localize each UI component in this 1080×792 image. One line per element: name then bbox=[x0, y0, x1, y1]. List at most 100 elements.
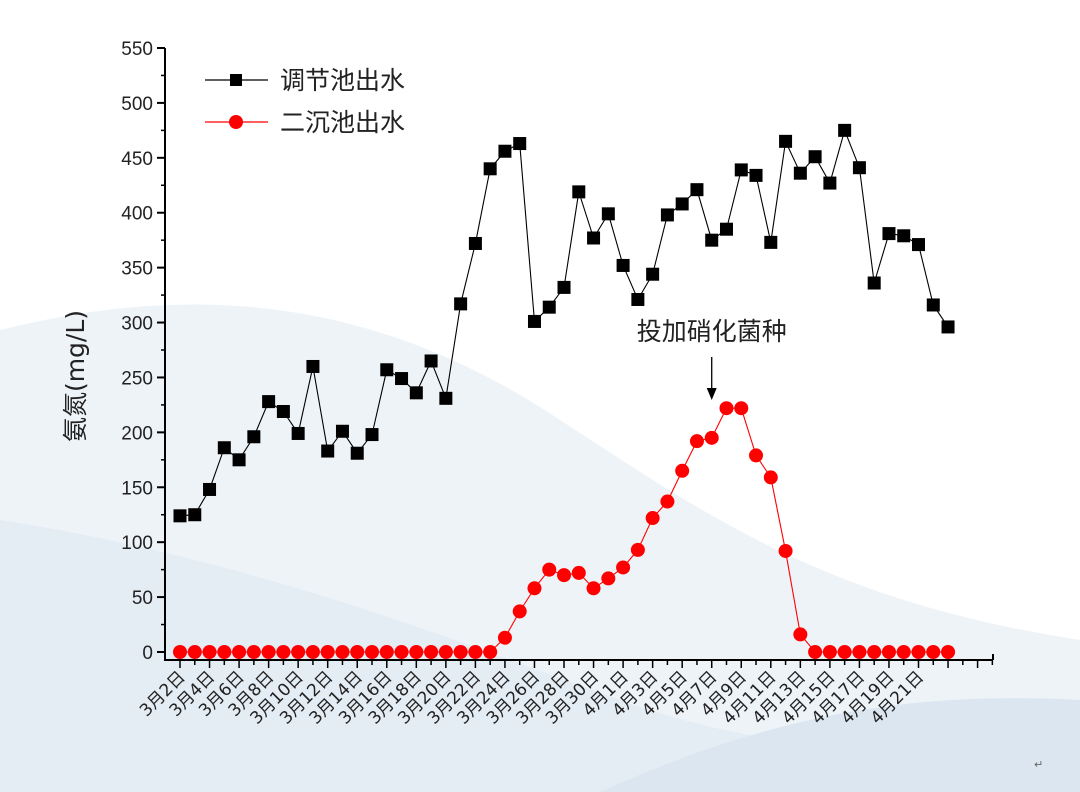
series-layer bbox=[173, 123, 956, 659]
y-tick-label: 300 bbox=[121, 314, 153, 335]
data-point-square bbox=[513, 137, 527, 151]
data-point-circle bbox=[424, 645, 439, 659]
data-point-square bbox=[675, 197, 689, 211]
data-point-circle bbox=[911, 645, 926, 659]
data-point-square bbox=[409, 386, 423, 400]
data-point-square bbox=[823, 176, 837, 190]
data-point-square bbox=[808, 150, 822, 164]
data-point-square bbox=[291, 426, 305, 440]
data-point-square bbox=[247, 430, 261, 444]
data-point-square bbox=[764, 235, 778, 249]
data-point-square bbox=[335, 424, 349, 438]
data-point-square bbox=[852, 161, 866, 175]
data-point-circle bbox=[734, 401, 749, 416]
data-point-circle bbox=[483, 645, 498, 659]
legend: 调节池出水 二沉池出水 bbox=[205, 66, 405, 137]
data-point-circle bbox=[645, 511, 660, 526]
data-point-square bbox=[838, 123, 852, 137]
data-point-circle bbox=[438, 645, 453, 659]
annotation: 投加硝化菌种 bbox=[637, 317, 787, 400]
data-point-circle bbox=[365, 645, 380, 659]
data-point-square bbox=[395, 372, 409, 386]
data-point-square bbox=[882, 227, 896, 241]
data-point-circle bbox=[202, 645, 217, 659]
data-point-square bbox=[439, 391, 453, 405]
data-point-square bbox=[380, 363, 394, 377]
data-point-square bbox=[188, 508, 202, 522]
y-tick-label: 250 bbox=[121, 368, 153, 389]
data-point-circle bbox=[675, 463, 690, 478]
data-point-circle bbox=[793, 627, 808, 642]
data-point-circle bbox=[571, 565, 586, 580]
data-point-circle bbox=[527, 581, 542, 596]
y-tick-label: 100 bbox=[121, 533, 153, 554]
data-point-square bbox=[734, 163, 748, 177]
data-point-circle bbox=[291, 645, 306, 659]
data-point-circle bbox=[320, 645, 335, 659]
data-point-square bbox=[646, 267, 660, 281]
legend-label-1: 调节池出水 bbox=[280, 66, 405, 95]
data-point-square bbox=[173, 509, 187, 523]
data-point-square bbox=[631, 292, 645, 306]
data-point-circle bbox=[468, 645, 483, 659]
data-point-square bbox=[941, 320, 955, 334]
data-point-circle bbox=[409, 645, 424, 659]
y-tick-label: 550 bbox=[121, 39, 153, 60]
data-point-square bbox=[572, 185, 586, 199]
data-point-circle bbox=[689, 434, 704, 449]
data-point-square bbox=[483, 162, 497, 176]
data-point-square bbox=[527, 314, 541, 328]
data-point-circle bbox=[232, 645, 247, 659]
data-point-circle bbox=[867, 645, 882, 659]
data-point-square bbox=[719, 222, 733, 236]
legend-marker-square bbox=[230, 74, 242, 86]
data-point-circle bbox=[630, 542, 645, 557]
data-point-square bbox=[232, 453, 246, 467]
x-tick-labels: 3月2日3月4日3月6日3月8日3月10日3月12日3月14日3月16日3月18… bbox=[136, 667, 928, 728]
data-point-circle bbox=[852, 645, 867, 659]
data-point-circle bbox=[542, 562, 557, 577]
data-point-square bbox=[498, 144, 512, 158]
data-point-square bbox=[542, 300, 556, 314]
data-point-square bbox=[587, 231, 601, 245]
data-point-circle bbox=[246, 645, 261, 659]
y-tick-label: 150 bbox=[121, 478, 153, 499]
data-point-circle bbox=[926, 645, 941, 659]
data-point-square bbox=[601, 207, 615, 221]
data-point-square bbox=[276, 404, 290, 418]
data-point-circle bbox=[335, 645, 350, 659]
data-point-circle bbox=[557, 568, 572, 583]
data-point-circle bbox=[453, 645, 468, 659]
data-point-circle bbox=[379, 645, 394, 659]
data-point-square bbox=[690, 183, 704, 197]
y-tick-label: 500 bbox=[121, 94, 153, 115]
data-point-circle bbox=[261, 645, 276, 659]
y-tick-label: 50 bbox=[132, 588, 153, 609]
y-tick-label: 350 bbox=[121, 259, 153, 280]
data-point-circle bbox=[941, 645, 956, 659]
y-axis-label: 氨氮(mg/L) bbox=[61, 310, 90, 442]
data-point-circle bbox=[616, 560, 631, 575]
data-point-square bbox=[867, 276, 881, 290]
annotation-arrowhead-icon bbox=[706, 388, 717, 400]
data-point-square bbox=[897, 229, 911, 243]
data-point-circle bbox=[881, 645, 896, 659]
data-point-square bbox=[912, 238, 925, 252]
data-point-circle bbox=[394, 645, 409, 659]
axes: 0 50 100 150 200 250 300 350 400 450 500 550 bbox=[121, 39, 994, 668]
data-point-square bbox=[350, 446, 364, 460]
data-point-circle bbox=[601, 571, 616, 586]
annotation-text: 投加硝化菌种 bbox=[637, 317, 787, 346]
data-point-circle bbox=[512, 604, 527, 619]
data-point-circle bbox=[749, 448, 764, 463]
data-point-circle bbox=[822, 645, 837, 659]
data-point-circle bbox=[808, 645, 823, 659]
y-tick-label: 0 bbox=[142, 643, 153, 664]
data-point-circle bbox=[837, 645, 852, 659]
data-point-circle bbox=[778, 543, 793, 558]
data-point-circle bbox=[719, 401, 734, 416]
y-tick-label: 450 bbox=[121, 149, 153, 170]
paragraph-mark: ↵ bbox=[1034, 758, 1044, 771]
legend-marker-circle bbox=[229, 115, 243, 129]
y-tick-label: 200 bbox=[121, 423, 153, 444]
